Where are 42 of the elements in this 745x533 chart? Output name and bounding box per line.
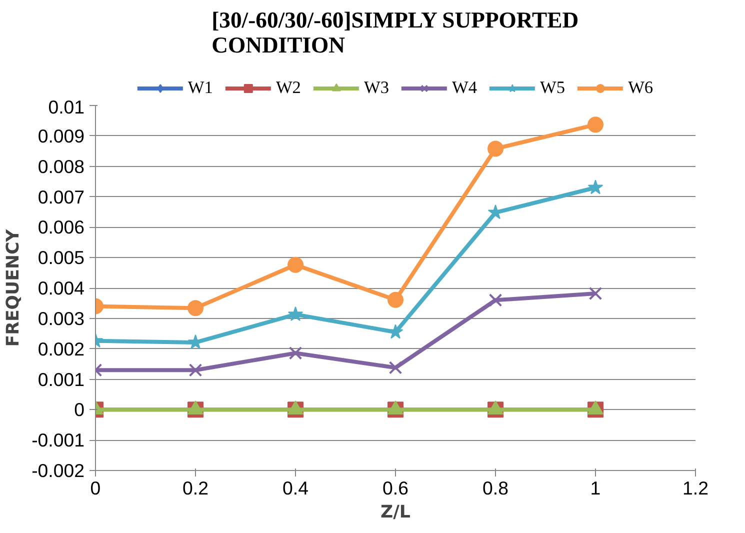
point	[488, 294, 502, 307]
chart-title: [30/-60/30/-60]SIMPLY SUPPORTED CONDITION	[212, 8, 579, 58]
y-tick-label: 0.008	[38, 156, 84, 177]
y-tick-label: 0.004	[38, 278, 84, 298]
y-tick-label: 0.01	[48, 96, 84, 118]
y-tick-label: -0.002	[32, 460, 85, 481]
y-axis-title: FREQUENCY	[4, 228, 24, 347]
point	[588, 180, 604, 194]
legend-label: W6	[628, 78, 654, 98]
point	[388, 292, 404, 308]
x-tick-label: 1.2	[682, 478, 708, 498]
point	[588, 286, 602, 300]
point	[588, 116, 604, 133]
point	[288, 306, 304, 322]
point	[188, 300, 204, 316]
y-tick-label: 0.006	[38, 216, 84, 238]
legend-label: W2	[276, 78, 301, 98]
x-tick-label: 0.2	[182, 478, 208, 498]
point	[188, 363, 202, 377]
x-tick-label: 0	[90, 478, 101, 498]
x-tick-label: 1	[590, 478, 601, 498]
legend-label: W3	[364, 78, 389, 98]
x-tick-label: 0.6	[382, 478, 408, 498]
point	[388, 324, 404, 339]
y-tick-label: -0.001	[32, 430, 85, 451]
x-axis-title: Z/L	[380, 502, 410, 522]
x-tick-label: 0.4	[282, 478, 308, 498]
y-tick-label: 0	[74, 399, 85, 420]
y-tick-label: 0.009	[38, 125, 84, 146]
point	[288, 346, 302, 360]
y-tick-label: 0.002	[38, 338, 84, 360]
legend-label: W1	[188, 78, 213, 98]
y-tick-label: 0.001	[38, 368, 84, 390]
x-tick-label: 0.8	[482, 478, 508, 498]
y-tick-label: 0.005	[38, 247, 84, 268]
point	[388, 361, 402, 374]
legend-label: W4	[452, 78, 478, 98]
y-tick-label: 0.003	[38, 308, 84, 329]
y-tick-label: 0.007	[38, 186, 84, 208]
point	[288, 256, 304, 273]
legend-label: W5	[540, 78, 566, 98]
point	[488, 140, 504, 157]
